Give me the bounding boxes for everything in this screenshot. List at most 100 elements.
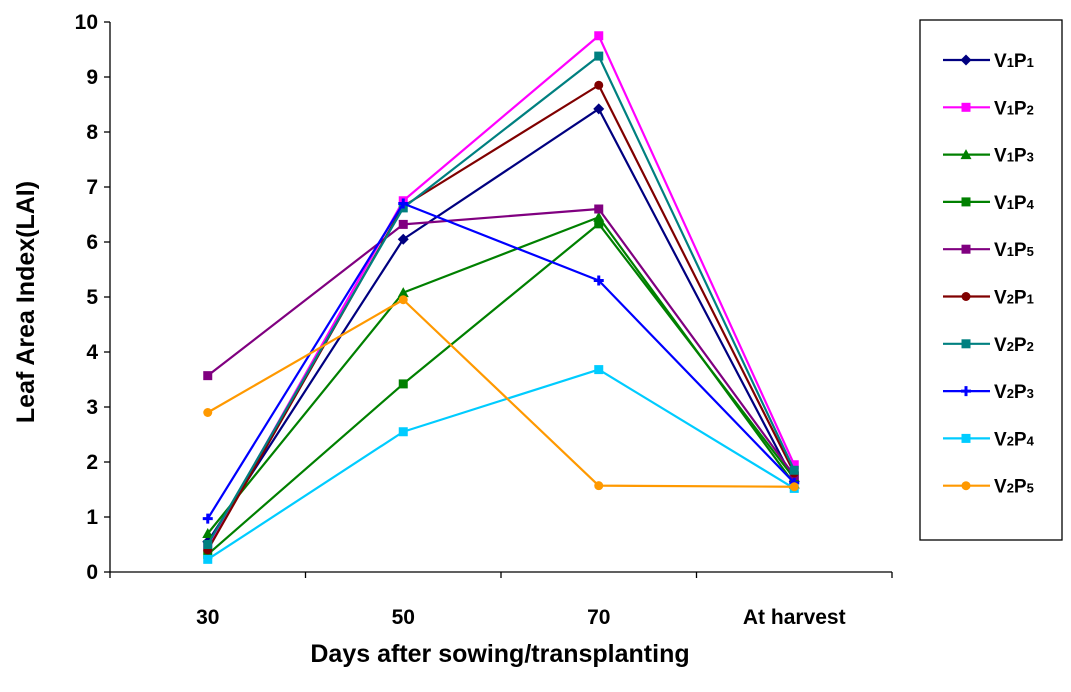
series-layer xyxy=(202,31,800,564)
y-axis-title: Leaf Area Index(LAI) xyxy=(12,181,40,423)
legend-swatch-marker xyxy=(961,339,971,349)
data-point-v2p5 xyxy=(398,295,408,305)
data-point-v2p4 xyxy=(398,427,408,437)
legend-label-v2p4: V2P4 xyxy=(994,429,1035,450)
legend-letter: P xyxy=(1014,146,1027,167)
y-tick-label: 3 xyxy=(86,396,98,419)
series-line-v2p2 xyxy=(206,54,796,546)
x-tick-label: 50 xyxy=(392,606,415,629)
x-tick-label: 30 xyxy=(196,606,219,629)
y-tick-label: 9 xyxy=(86,66,98,89)
legend-letter: P xyxy=(1014,335,1027,356)
legend-letter: P xyxy=(1014,240,1027,261)
legend-subscript: 2 xyxy=(1007,339,1014,354)
y-tick-label: 10 xyxy=(75,11,98,34)
legend-swatch-marker xyxy=(961,481,971,491)
legend-subscript: 2 xyxy=(1007,433,1014,448)
legend-subscript: 2 xyxy=(1007,386,1014,401)
series-v1p5 xyxy=(203,204,799,481)
legend-letter: V xyxy=(994,240,1007,261)
series-line-v1p5 xyxy=(207,207,796,477)
legend-label-v1p1: V1P1 xyxy=(994,51,1034,72)
data-point-v2p5 xyxy=(789,482,799,492)
legend-letter: P xyxy=(1014,477,1027,498)
y-tick-label: 7 xyxy=(86,176,98,199)
series-v2p5 xyxy=(203,295,799,492)
legend-subscript: 4 xyxy=(1027,197,1035,212)
data-point-v1p5 xyxy=(594,204,604,214)
legend-item-v2p5: V2P5 xyxy=(943,477,1034,498)
legend-label-v1p3: V1P3 xyxy=(994,146,1034,167)
y-tick-label: 5 xyxy=(86,286,98,309)
legend-subscript: 1 xyxy=(1007,197,1014,212)
legend-label-v1p4: V1P4 xyxy=(994,193,1035,214)
data-point-v1p1 xyxy=(397,233,409,245)
data-point-v1p1 xyxy=(593,103,605,115)
legend-subscript: 1 xyxy=(1007,102,1014,117)
y-tick-label: 8 xyxy=(86,121,98,144)
data-point-v2p5 xyxy=(594,481,604,491)
legend-subscript: 1 xyxy=(1027,292,1034,307)
data-point-v2p5 xyxy=(203,408,213,417)
legend-item-v2p1: V2P1 xyxy=(943,288,1034,309)
legend-subscript: 5 xyxy=(1027,481,1034,496)
legend-item-v2p4: V2P4 xyxy=(943,429,1035,450)
legend-swatch-marker xyxy=(961,386,971,397)
legend-letter: V xyxy=(994,429,1007,450)
legend-item-v1p3: V1P3 xyxy=(943,146,1034,167)
series-line-v1p1 xyxy=(206,107,796,543)
legend-subscript: 2 xyxy=(1027,339,1034,354)
axes-layer: 0 1 2 3 4 5 6 7 8 9 10 30 50 70 At harvest xyxy=(75,11,893,629)
legend-letter: P xyxy=(1014,382,1027,403)
data-point-v1p5 xyxy=(398,219,408,229)
data-point-v1p2 xyxy=(594,31,604,41)
legend-swatch-marker xyxy=(961,292,971,301)
data-point-v1p3 xyxy=(397,287,409,298)
legend-label-v2p3: V2P3 xyxy=(994,382,1034,403)
series-line-v2p1 xyxy=(206,84,796,551)
legend-label-v1p2: V1P2 xyxy=(994,98,1034,119)
legend-subscript: 4 xyxy=(1027,433,1035,448)
legend-subscript: 1 xyxy=(1007,150,1014,165)
legend-label-v2p5: V2P5 xyxy=(994,477,1034,498)
legend-swatch-marker xyxy=(960,149,972,160)
legend-swatch-marker xyxy=(960,54,972,66)
legend-subscript: 3 xyxy=(1027,150,1034,165)
legend-item-v1p4: V1P4 xyxy=(943,193,1035,214)
y-tick-label: 2 xyxy=(86,451,98,474)
data-point-v2p1 xyxy=(594,80,604,90)
series-v1p4 xyxy=(203,219,799,559)
data-point-v2p4 xyxy=(203,554,213,564)
legend-letter: V xyxy=(994,477,1007,498)
x-tick-label: At harvest xyxy=(743,606,846,629)
legend-item-v2p2: V2P2 xyxy=(943,335,1034,356)
data-point-v2p3 xyxy=(593,275,604,286)
legend-label-v1p5: V1P5 xyxy=(994,240,1034,261)
y-tick-label: 1 xyxy=(86,506,98,529)
series-line-v2p5 xyxy=(207,298,795,488)
data-point-v2p2 xyxy=(789,465,799,475)
legend-swatch-marker xyxy=(961,197,971,207)
legend-subscript: 2 xyxy=(1027,102,1034,117)
legend-item-v1p2: V1P2 xyxy=(943,98,1034,119)
legend-letter: V xyxy=(994,51,1007,72)
y-tick-label: 0 xyxy=(86,561,98,584)
legend-subscript: 3 xyxy=(1027,386,1034,401)
legend-subscript: 5 xyxy=(1027,244,1034,259)
legend-item-v1p5: V1P5 xyxy=(943,240,1034,261)
data-point-v1p2 xyxy=(789,460,799,470)
legend-letter: V xyxy=(994,382,1007,403)
data-point-v1p5 xyxy=(203,371,213,381)
legend-swatch-marker xyxy=(961,102,971,112)
legend-letter: P xyxy=(1014,98,1027,119)
series-line-v1p4 xyxy=(207,222,796,556)
legend-letter: P xyxy=(1014,288,1027,309)
legend-letter: V xyxy=(994,146,1007,167)
data-point-v2p3 xyxy=(398,198,409,209)
legend-letter: P xyxy=(1014,429,1027,450)
legend-subscript: 1 xyxy=(1007,244,1014,259)
legend-label-v2p1: V2P1 xyxy=(994,288,1034,309)
series-line-v1p2 xyxy=(206,34,796,548)
